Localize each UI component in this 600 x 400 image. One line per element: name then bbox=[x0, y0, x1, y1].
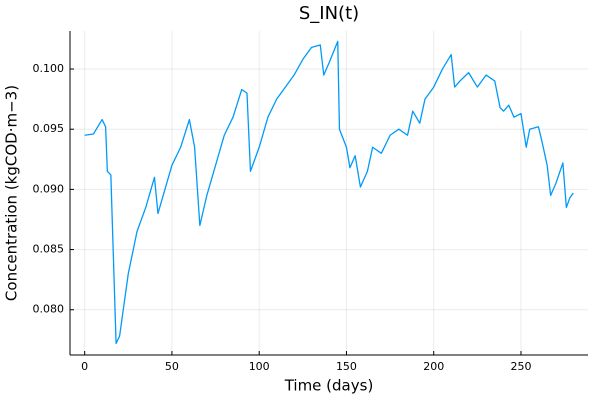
y-tick-label: 0.085 bbox=[33, 243, 65, 256]
y-tick-label: 0.090 bbox=[33, 182, 65, 195]
x-tick-label: 150 bbox=[336, 360, 357, 373]
x-tick-label: 100 bbox=[249, 360, 270, 373]
x-tick-label: 250 bbox=[510, 360, 531, 373]
y-axis-label: Concentration (kgCOD·m−3) bbox=[3, 85, 21, 301]
line-series bbox=[84, 40, 574, 345]
y-tick-label: 0.095 bbox=[33, 122, 65, 135]
x-tick-label: 50 bbox=[165, 360, 179, 373]
x-axis-label: Time (days) bbox=[284, 377, 374, 395]
chart-title: S_IN(t) bbox=[299, 3, 359, 24]
y-tick-label: 0.100 bbox=[33, 62, 65, 75]
x-tick-label: 0 bbox=[81, 360, 88, 373]
x-tick-label: 200 bbox=[423, 360, 444, 373]
y-tick-label: 0.080 bbox=[33, 303, 65, 316]
